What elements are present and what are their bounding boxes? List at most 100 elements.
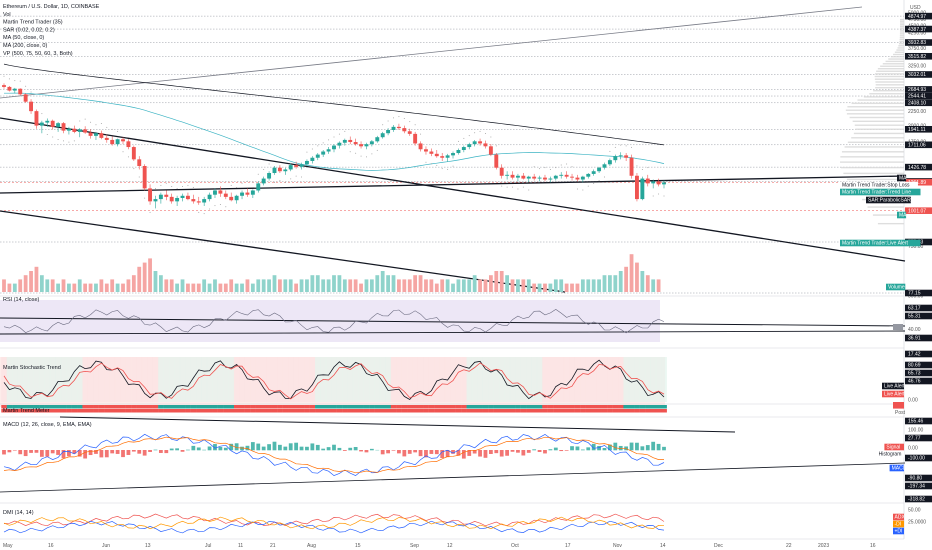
time-axis[interactable]: May 16 Jun 13 Jul 11 21 Aug 15 Sep 12 Oct 17 Nov 14 Dec…: [3, 543, 876, 549]
volume-profile-bar: [847, 106, 904, 108]
candle-body: [521, 175, 526, 179]
candle-body: [402, 128, 407, 132]
sar-dot: [209, 208, 211, 210]
sar-dot: [127, 156, 129, 158]
stoch-region: [396, 357, 402, 402]
candle-body: [640, 178, 645, 200]
volume-bar: [472, 275, 477, 292]
candle-body: [250, 190, 255, 195]
stoch-region: [44, 357, 51, 402]
rsi-trend-line: [0, 317, 906, 327]
trend-meter-bar-bottom: [488, 409, 494, 413]
candle-body: [180, 195, 185, 198]
sar-dot: [30, 91, 32, 93]
stoch-region: [590, 357, 597, 402]
stoch-region: [601, 357, 608, 402]
level-tag-bg: [905, 52, 932, 60]
trend-meter-bar-bottom: [553, 409, 559, 413]
volume-bar: [397, 279, 401, 292]
candle-body: [77, 129, 82, 132]
volume-profile-bar: [899, 20, 904, 22]
time-tick: 16: [48, 543, 54, 549]
level-tag-bg: [905, 92, 932, 100]
trend-meter-bar-bottom: [82, 409, 89, 413]
ma200-line: [3, 63, 665, 146]
trend-meter-bar-top: [271, 405, 278, 409]
stoch-region: [152, 357, 159, 402]
sar-dot: [149, 211, 151, 213]
candle-body: [607, 160, 612, 165]
volume-bar: [586, 279, 591, 292]
level-tag-bg: [905, 86, 932, 93]
trend-meter-bar-top: [196, 405, 202, 409]
macd-histogram-bar: [326, 447, 331, 451]
volume-bar: [516, 279, 520, 292]
macd-histogram-bar: [353, 446, 358, 451]
volume-bar: [451, 283, 455, 292]
indicator-tick: 55.31: [908, 314, 921, 320]
rsi-legend: RSI (14, close): [3, 297, 40, 303]
sar-dot: [182, 185, 184, 187]
volume-bar: [342, 279, 347, 292]
volume-profile-bar: [875, 87, 904, 89]
candle-body: [434, 153, 439, 157]
stoch-region: [28, 357, 34, 402]
macd-histogram-bar: [499, 450, 504, 457]
stoch-region: [585, 357, 592, 402]
stoch-region: [639, 357, 646, 402]
trend-meter-bar-top: [488, 405, 494, 409]
candle-body: [56, 123, 61, 127]
sar-dot: [84, 118, 86, 120]
macd-histogram-bar: [651, 441, 656, 451]
trend-meter-bar-bottom: [55, 409, 62, 413]
candle-body: [597, 167, 602, 172]
stoch-region: [477, 357, 483, 402]
label-tag-bg: [840, 188, 921, 196]
time-tick: 11: [238, 543, 243, 549]
indicator-tick: -100.00: [908, 456, 925, 462]
trend-meter-bar-top: [499, 405, 505, 409]
candle-body: [50, 120, 55, 127]
stoch-region: [531, 357, 538, 402]
sar-dot: [603, 176, 605, 178]
level-tag-bg: [905, 71, 932, 78]
dmi-legend: DMI (14, 14): [3, 510, 34, 516]
volume-bar: [299, 279, 304, 292]
stoch-region: [120, 357, 126, 402]
macd-histogram-bar: [39, 450, 44, 457]
sar-dot: [490, 136, 492, 138]
macd-histogram-bar: [294, 442, 299, 451]
trend-meter-bar-top: [563, 405, 570, 409]
volume-bar: [391, 275, 396, 292]
stoch-region: [125, 357, 132, 402]
macd-histogram-bar: [315, 444, 320, 451]
volume-bar: [148, 258, 152, 292]
volume-profile-bar: [849, 116, 904, 119]
macd-histogram-bar: [521, 450, 526, 456]
trend-meter-bar-top: [607, 405, 613, 409]
trend-meter-bar-top: [169, 405, 175, 409]
trend-meter-bar-bottom: [634, 409, 640, 413]
label-tag: Martin Trend Trader:Stop Loss: [842, 183, 910, 189]
trend-meter-bar-top: [28, 405, 34, 409]
volume-bar: [564, 283, 569, 292]
candle-body: [656, 181, 661, 185]
label-tag: Volume: [888, 285, 905, 291]
sar-dot: [192, 187, 194, 189]
trend-meter-bar-top: [250, 405, 256, 409]
price-tick: 500.00: [908, 294, 924, 300]
trend-meter-bar-top: [223, 405, 229, 409]
volume-bar: [510, 279, 515, 292]
stoch-region: [271, 357, 278, 402]
trend-meter-bar-bottom: [22, 409, 29, 413]
candle-body: [185, 195, 190, 200]
stoch-region: [169, 357, 175, 402]
trend-meter-bar-bottom: [293, 409, 300, 413]
time-tick: 16: [870, 543, 876, 549]
legend-line: SAR (0.02, 0.02, 0.2): [3, 27, 55, 33]
candle-body: [175, 197, 180, 202]
volume-bar: [2, 279, 6, 292]
macd-legend: MACD (12, 26, close, 9, EMA, EMA): [3, 422, 92, 428]
sar-dot: [571, 166, 573, 168]
